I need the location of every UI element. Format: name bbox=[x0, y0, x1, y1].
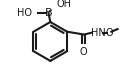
Text: OH: OH bbox=[56, 0, 72, 9]
Text: O: O bbox=[106, 28, 113, 38]
Text: HN: HN bbox=[91, 28, 106, 38]
Text: O: O bbox=[79, 47, 87, 57]
Text: HO: HO bbox=[17, 8, 32, 18]
Text: B: B bbox=[45, 8, 52, 18]
